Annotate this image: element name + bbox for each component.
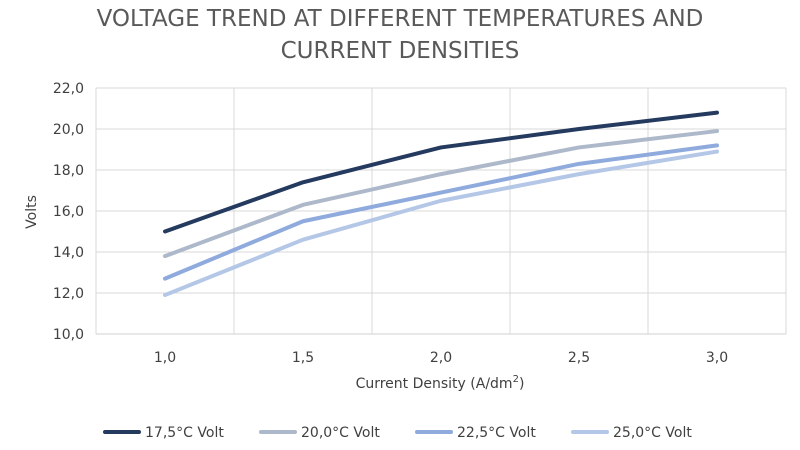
legend-label: 25,0°C Volt — [613, 425, 692, 441]
grid — [95, 87, 787, 335]
x-axis-ticks: 1,0 1,5 2,0 2,5 3,0 — [154, 350, 728, 366]
legend-label: 17,5°C Volt — [145, 425, 224, 441]
y-tick-label: 14,0 — [53, 245, 84, 261]
series-line — [163, 110, 719, 234]
legend: 17,5°C Volt 20,0°C Volt 22,5°C Volt 25,0°C … — [103, 425, 692, 441]
x-axis-title: Current Density (A/dm2) — [356, 374, 525, 392]
x-tick-label: 1,5 — [292, 350, 314, 366]
chart-title-line-1: VOLTAGE TREND AT DIFFERENT TEMPERATURES … — [96, 6, 704, 32]
y-tick-label: 22,0 — [53, 81, 84, 97]
chart-title-line-2: CURRENT DENSITIES — [280, 38, 520, 64]
x-axis-title-suffix: ) — [519, 376, 524, 392]
y-tick-label: 10,0 — [53, 327, 84, 343]
legend-label: 22,5°C Volt — [457, 425, 536, 441]
y-axis-title: Volts — [24, 195, 40, 229]
x-axis-title-superscript: 2 — [513, 374, 519, 385]
series-lines — [163, 110, 719, 298]
x-tick-label: 2,5 — [568, 350, 590, 366]
y-tick-label: 16,0 — [53, 204, 84, 220]
y-tick-label: 20,0 — [53, 122, 84, 138]
y-axis-ticks: 10,0 12,0 14,0 16,0 18,0 20,0 22,0 — [53, 81, 84, 343]
legend-label: 20,0°C Volt — [301, 425, 380, 441]
x-axis-title-main: Current Density (A/dm — [356, 376, 513, 392]
y-tick-label: 18,0 — [53, 163, 84, 179]
x-tick-label: 2,0 — [430, 350, 452, 366]
x-tick-label: 1,0 — [154, 350, 176, 366]
y-tick-label: 12,0 — [53, 286, 84, 302]
x-tick-label: 3,0 — [706, 350, 728, 366]
